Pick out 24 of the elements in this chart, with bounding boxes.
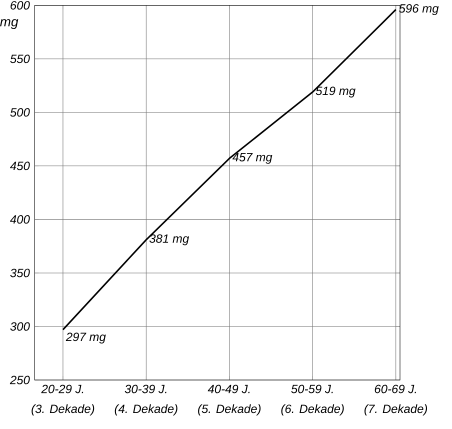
y-tick-label: 300 (10, 322, 30, 331)
y-tick-label: 400 (10, 215, 30, 224)
x-tick-label: 30-39 J. (124, 384, 166, 394)
data-label: 297 mg (66, 332, 106, 344)
y-tick-label: 500 (10, 108, 30, 117)
data-label: 381 mg (149, 234, 190, 246)
text: (4. Dekade) (114, 404, 178, 416)
x-tick-label: 50-59 J. (291, 384, 333, 394)
y-tick-label: 250 (10, 376, 30, 384)
y-tick-label: 350 (10, 268, 30, 278)
data-label: 519 mg (316, 86, 356, 98)
data-label: 596 mg (399, 4, 439, 16)
text: (5. Dekade) (198, 404, 261, 416)
text: (7. Dekade) (364, 404, 428, 416)
y-tick-label: 450 (10, 162, 30, 170)
text: (3. Dekade) (32, 404, 94, 416)
y-tick-label: 550 (10, 54, 30, 64)
x-tick-label: 60-69 J. (374, 384, 416, 394)
data-label: 457 mg (232, 153, 272, 164)
y-axis-title: mg (0, 19, 18, 30)
x-tick-label: 40-49 J. (208, 384, 250, 394)
y-tick-label: 600 (10, 1, 30, 10)
x-tick-label: 20-29 J. (41, 384, 84, 394)
text: (6. Dekade) (281, 404, 344, 416)
